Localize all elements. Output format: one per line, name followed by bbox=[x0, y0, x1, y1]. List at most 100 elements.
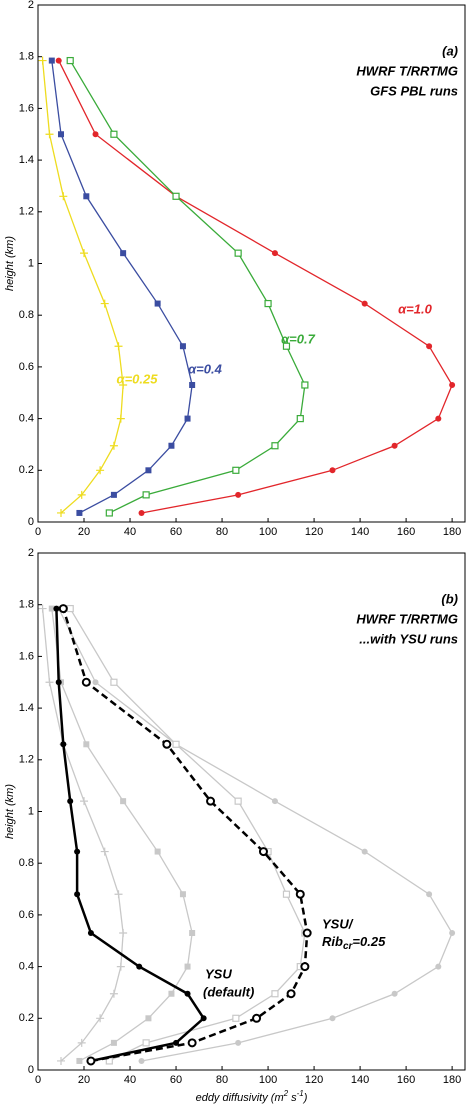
marker bbox=[110, 678, 118, 686]
y-tick-label: 0.8 bbox=[19, 309, 34, 321]
marker bbox=[361, 300, 368, 307]
marker bbox=[179, 891, 186, 898]
annotation: YSU/ bbox=[322, 916, 354, 931]
marker bbox=[77, 490, 86, 499]
marker bbox=[66, 604, 74, 613]
marker bbox=[77, 1038, 86, 1047]
marker bbox=[361, 848, 368, 855]
y-tick-label: 0.2 bbox=[19, 1012, 34, 1024]
y-axis-label: height (km) bbox=[4, 236, 16, 291]
marker bbox=[74, 891, 81, 898]
marker bbox=[109, 441, 118, 450]
marker bbox=[100, 299, 109, 308]
x-tick-label: 140 bbox=[351, 1074, 369, 1086]
marker bbox=[449, 381, 456, 388]
marker bbox=[145, 467, 152, 474]
y-tick-label: 0.8 bbox=[19, 857, 34, 869]
marker bbox=[105, 509, 113, 517]
x-tick-label: 0 bbox=[35, 526, 41, 538]
marker bbox=[271, 798, 278, 805]
marker bbox=[168, 442, 175, 449]
annotation: Ribcr=0.25 bbox=[322, 934, 386, 951]
marker bbox=[264, 299, 272, 308]
marker bbox=[282, 890, 291, 898]
marker bbox=[286, 989, 296, 999]
x-tick-label: 140 bbox=[351, 526, 369, 538]
marker bbox=[38, 56, 47, 65]
x-axis-label-part: eddy diffusivity (m bbox=[196, 1092, 284, 1104]
y-tick-label: 0.4 bbox=[19, 961, 34, 973]
marker bbox=[295, 889, 305, 899]
series-line bbox=[69, 608, 306, 1062]
y-tick-label: 1.2 bbox=[19, 754, 34, 766]
y-tick-label: 1.4 bbox=[19, 702, 34, 714]
marker bbox=[87, 929, 94, 936]
marker bbox=[110, 491, 117, 498]
x-tick-label: 20 bbox=[78, 526, 90, 538]
marker bbox=[114, 890, 123, 899]
x-tick-label: 40 bbox=[124, 1074, 136, 1086]
x-tick-label: 0 bbox=[35, 1074, 41, 1086]
marker bbox=[81, 677, 91, 687]
y-tick-label: 0.4 bbox=[19, 413, 34, 425]
y-tick-label: 0.2 bbox=[19, 464, 34, 476]
x-tick-label: 100 bbox=[259, 1074, 277, 1086]
x-axis-label-part: -1 bbox=[297, 1089, 304, 1098]
y-tick-label: 1 bbox=[28, 805, 34, 817]
marker bbox=[234, 797, 242, 805]
series-label: α=0.25 bbox=[117, 371, 159, 386]
marker bbox=[92, 131, 99, 138]
y-tick-label: 0 bbox=[28, 1064, 34, 1076]
marker bbox=[59, 192, 68, 201]
marker bbox=[329, 467, 336, 474]
y-tick-label: 0.6 bbox=[19, 361, 34, 373]
marker bbox=[57, 1056, 66, 1065]
marker bbox=[119, 928, 128, 937]
x-tick-label: 80 bbox=[216, 1074, 228, 1086]
annotation: (a) bbox=[442, 43, 458, 58]
marker bbox=[58, 604, 68, 614]
marker bbox=[234, 249, 242, 257]
marker bbox=[301, 381, 309, 389]
marker bbox=[57, 508, 66, 517]
marker bbox=[142, 1039, 150, 1047]
y-tick-label: 1.6 bbox=[19, 102, 34, 114]
marker bbox=[66, 56, 74, 65]
marker bbox=[179, 343, 186, 350]
marker bbox=[116, 414, 125, 423]
x-tick-label: 20 bbox=[78, 1074, 90, 1086]
marker bbox=[426, 891, 433, 898]
marker bbox=[92, 679, 99, 686]
marker bbox=[110, 130, 118, 138]
series-line bbox=[51, 608, 193, 1062]
marker bbox=[80, 249, 89, 258]
series-line bbox=[58, 608, 453, 1062]
marker bbox=[232, 466, 240, 474]
marker bbox=[184, 963, 191, 970]
marker bbox=[300, 962, 310, 972]
y-tick-label: 1.6 bbox=[19, 650, 34, 662]
marker bbox=[187, 1038, 197, 1048]
series-line bbox=[69, 60, 306, 514]
marker bbox=[154, 300, 161, 307]
marker bbox=[109, 989, 118, 998]
x-tick-label: 60 bbox=[170, 526, 182, 538]
annotation-part: Rib bbox=[322, 934, 343, 949]
marker bbox=[38, 604, 47, 613]
y-tick-label: 2 bbox=[28, 547, 34, 559]
series-line bbox=[41, 60, 124, 514]
y-tick-label: 1.8 bbox=[19, 599, 34, 611]
marker bbox=[271, 250, 278, 257]
marker bbox=[76, 509, 83, 516]
y-tick-label: 1.4 bbox=[19, 154, 34, 166]
marker bbox=[435, 415, 442, 422]
marker bbox=[271, 442, 279, 450]
marker bbox=[58, 131, 65, 138]
annotation: HWRF T/RRTMG bbox=[356, 611, 458, 626]
x-axis-label-part: ) bbox=[302, 1092, 308, 1104]
marker bbox=[120, 250, 127, 257]
series-line bbox=[55, 608, 206, 1063]
marker bbox=[83, 741, 90, 748]
marker bbox=[189, 929, 196, 936]
